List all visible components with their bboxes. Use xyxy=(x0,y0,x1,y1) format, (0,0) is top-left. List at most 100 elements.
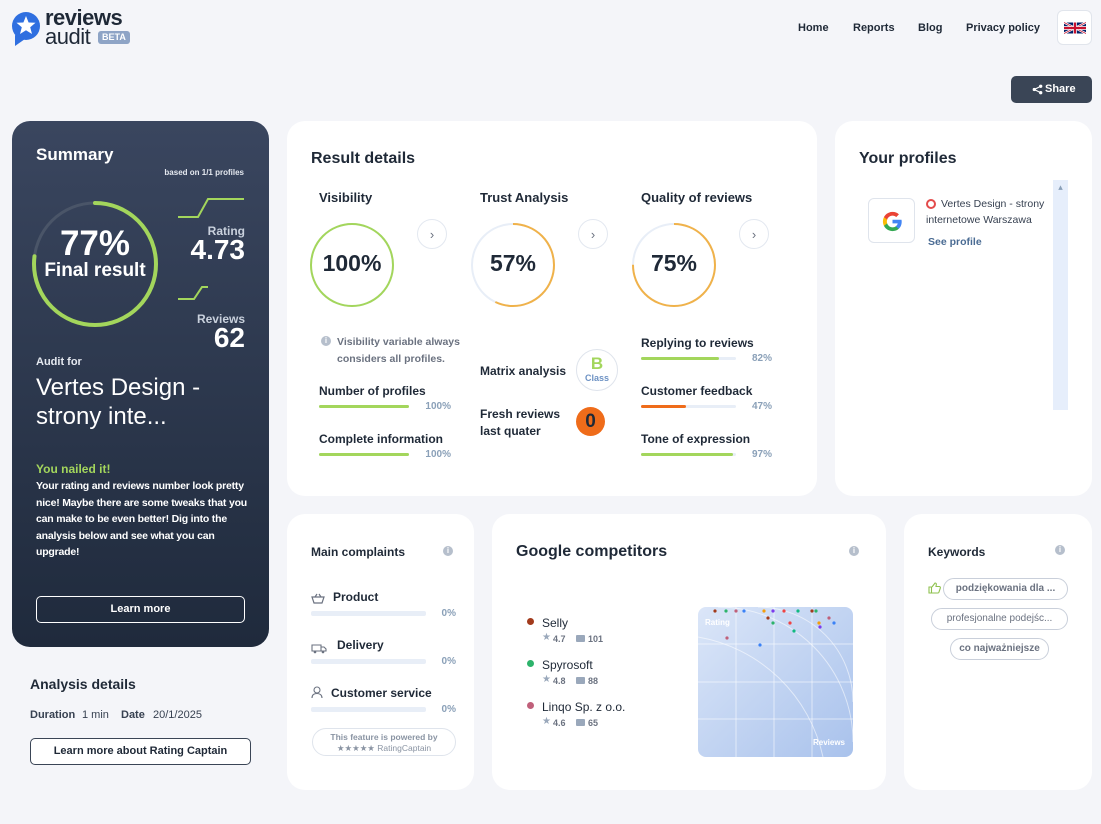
tone-label: Tone of expression xyxy=(641,432,751,446)
duration-label: Duration xyxy=(30,709,76,721)
profile-logo xyxy=(868,198,915,243)
star-icon: ★ xyxy=(542,632,551,643)
fresh-reviews-label: Fresh reviews last quater xyxy=(480,407,561,438)
keyword-chip-2[interactable]: profesjonalne podejśc... xyxy=(931,608,1068,630)
quality-title: Quality of reviews xyxy=(641,190,753,205)
summary-card: Summary based on 1/1 profiles 77% Final … xyxy=(12,121,269,647)
matrix-class-letter: B xyxy=(590,354,604,373)
complete-information-percent: 100% xyxy=(425,449,451,460)
keywords-info-icon[interactable]: i xyxy=(1055,545,1065,555)
competitor-name[interactable]: Spyrosoft xyxy=(542,658,593,672)
comment-icon xyxy=(576,677,585,684)
comment-icon xyxy=(576,635,585,642)
learn-more-rating-captain-button[interactable]: Learn more about Rating Captain xyxy=(30,738,251,765)
competitors-info-icon[interactable]: i xyxy=(849,546,859,556)
star-logo-icon xyxy=(12,12,40,46)
reviews-label: Reviews xyxy=(196,312,245,326)
competitor-chart-point xyxy=(788,621,792,625)
duration-value: 1 min xyxy=(82,709,109,721)
nav-blog[interactable]: Blog xyxy=(918,22,943,34)
competitor-chart-point xyxy=(724,609,728,613)
visibility-arrow-button[interactable]: › xyxy=(417,219,447,249)
trust-percent: 57% xyxy=(489,250,537,276)
complaint-service-percent: 0% xyxy=(441,704,456,715)
competitor-chart-point xyxy=(734,609,738,613)
profiles-title: Your profiles xyxy=(859,150,957,167)
chart-y-label: Rating xyxy=(705,618,730,627)
complaints-card: Main complaints i Product 0% Delivery 0%… xyxy=(287,514,474,790)
date-label: Date xyxy=(121,709,145,721)
nav-privacy[interactable]: Privacy policy xyxy=(966,22,1040,34)
rating-label: Rating xyxy=(207,224,245,238)
complaint-product-percent: 0% xyxy=(441,608,456,619)
tone-fill xyxy=(641,453,734,456)
keyword-chip-1[interactable]: podziękowania dla ... xyxy=(943,578,1068,600)
keywords-card: Keywords i podziękowania dla ... profesj… xyxy=(904,514,1092,790)
profiles-scrollbar[interactable]: ▴ xyxy=(1053,180,1068,410)
nav-reports[interactable]: Reports xyxy=(853,22,895,34)
visibility-ring xyxy=(310,223,394,307)
replying-percent: 82% xyxy=(751,353,772,364)
competitor-color-dot xyxy=(527,618,534,625)
beta-badge: BETA xyxy=(98,31,130,44)
matrix-analysis-label: Matrix analysis xyxy=(480,364,567,378)
logo[interactable]: reviews audit BETA xyxy=(11,5,136,49)
keyword-chip-3[interactable]: co najważniejsze xyxy=(950,638,1049,660)
competitor-chart-point xyxy=(814,609,818,613)
thumbs-up-icon xyxy=(928,582,941,594)
competitor-name[interactable]: Selly xyxy=(542,616,569,630)
competitor-rating: 4.8 xyxy=(553,676,566,686)
customer-feedback-fill xyxy=(641,405,686,408)
competitors-chart: Rating Reviews xyxy=(698,607,853,757)
competitor-chart-point xyxy=(792,629,796,633)
reviews-trend-icon xyxy=(178,286,208,300)
matrix-class-badge: B Class xyxy=(576,349,618,391)
complete-information-fill xyxy=(319,453,409,456)
share-label: Share xyxy=(1045,83,1076,95)
powered-by-badge[interactable]: This feature is powered by ★★★★★ RatingC… xyxy=(312,728,456,756)
uk-flag-icon xyxy=(1064,21,1086,35)
share-button[interactable]: Share xyxy=(1011,76,1092,103)
competitors-title: Google competitors xyxy=(516,543,668,560)
quality-arrow-button[interactable]: › xyxy=(739,219,769,249)
company-name: Vertes Design - strony inte... xyxy=(36,374,201,430)
competitor-color-dot xyxy=(527,660,534,667)
chevron-right-icon: › xyxy=(590,226,596,242)
final-result-percent: 77% xyxy=(59,224,131,263)
comment-icon xyxy=(576,719,585,726)
visibility-title: Visibility xyxy=(319,190,373,205)
number-of-profiles-label: Number of profiles xyxy=(319,384,426,398)
target-icon xyxy=(926,199,936,209)
learn-more-button[interactable]: Learn more xyxy=(36,596,245,623)
see-profile-link[interactable]: See profile xyxy=(928,236,982,248)
quality-percent: 75% xyxy=(650,250,698,276)
complaints-info-icon[interactable]: i xyxy=(443,546,453,556)
replying-fill xyxy=(641,357,719,360)
reviews-value: 62 xyxy=(213,322,245,353)
profiles-card: Your profiles Vertes Design - strony int… xyxy=(835,121,1092,496)
competitor-reviews: 65 xyxy=(588,718,599,728)
number-of-profiles-fill xyxy=(319,405,409,408)
fresh-reviews-badge: 0 xyxy=(576,407,605,436)
complaint-delivery-bar xyxy=(311,659,426,664)
learn-more-rating-captain-label: Learn more about Rating Captain xyxy=(53,745,228,757)
replying-label: Replying to reviews xyxy=(641,336,754,350)
google-icon xyxy=(882,211,902,232)
final-result-ring xyxy=(32,201,158,327)
chart-x-label: Reviews xyxy=(812,738,845,747)
competitor-chart-point xyxy=(782,609,786,613)
language-button[interactable] xyxy=(1057,10,1092,45)
competitor-chart-point xyxy=(771,621,775,625)
nav-home[interactable]: Home xyxy=(798,22,829,34)
chevron-right-icon: › xyxy=(429,226,435,242)
competitor-reviews: 101 xyxy=(588,634,604,644)
trust-arrow-button[interactable]: › xyxy=(578,219,608,249)
learn-more-label: Learn more xyxy=(110,603,171,615)
fresh-reviews-value: 0 xyxy=(585,411,596,432)
complaint-delivery-label: Delivery xyxy=(337,638,384,652)
date-value: 20/1/2025 xyxy=(153,709,202,721)
competitor-chart-point xyxy=(713,609,717,613)
competitor-name[interactable]: Linqo Sp. z o.o. xyxy=(542,700,626,714)
result-details-title: Result details xyxy=(311,150,416,167)
competitor-chart-point xyxy=(810,609,814,613)
